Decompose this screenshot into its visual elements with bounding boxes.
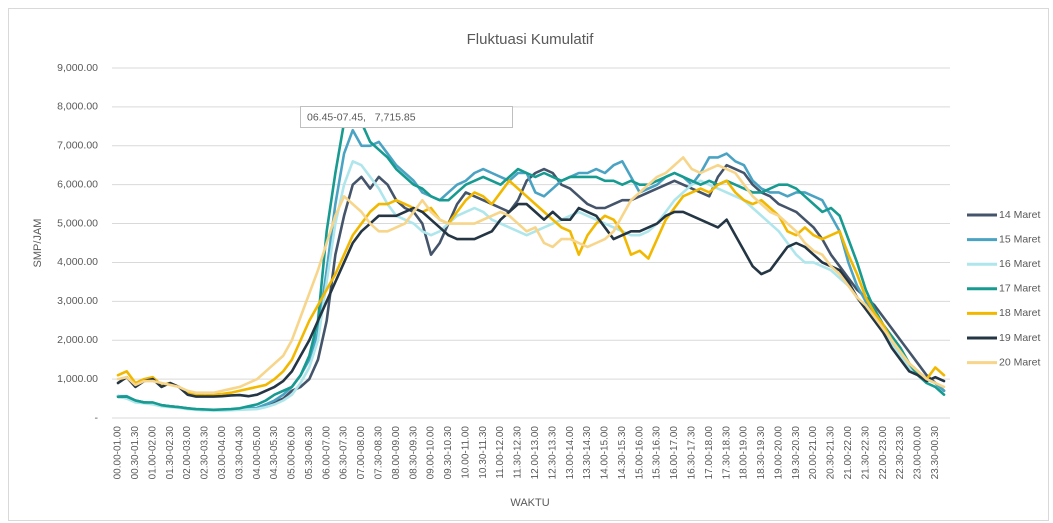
x-tick-label: 07.30-08.30 — [373, 426, 384, 480]
x-tick-label: 04.00-05.00 — [252, 426, 263, 480]
x-tick-label: 17.00-18.00 — [704, 426, 715, 480]
y-tick-label: 1,000.00 — [57, 373, 98, 385]
x-tick-label: 17.30-18.30 — [721, 426, 732, 480]
series-line — [116, 179, 946, 397]
x-tick-label: 19.30-20.30 — [791, 426, 802, 480]
x-tick-label: 12.00-13.00 — [530, 426, 541, 480]
series-line — [116, 202, 946, 398]
y-tick-label: 3,000.00 — [57, 295, 98, 307]
series-line — [116, 156, 946, 395]
x-tick-label: 15.00-16.00 — [634, 426, 645, 480]
y-tick-label: 9,000.00 — [57, 62, 98, 74]
x-tick-label: 22.30-23.30 — [895, 426, 906, 480]
x-tick-label: 08.00-09.00 — [391, 426, 402, 480]
x-tick-label: 15.30-16.30 — [652, 426, 663, 480]
series-line — [116, 116, 946, 412]
legend-label: 20 Maret — [999, 356, 1041, 368]
x-tick-label: 06.30-07.30 — [339, 426, 350, 480]
x-tick-label: 11.30-12.30 — [513, 426, 524, 479]
x-tick-label: 16.30-17.30 — [686, 426, 697, 480]
x-tick-label: 08.30-09.30 — [408, 426, 419, 480]
x-axis-label: WAKTU — [510, 497, 549, 509]
x-tick-label: 03.00-04.00 — [217, 426, 228, 480]
x-tick-label: 04.30-05.30 — [269, 426, 280, 480]
y-tick-label: 2,000.00 — [57, 334, 98, 346]
x-tick-label: 00.30-01.30 — [130, 426, 141, 480]
tooltip-box — [300, 106, 513, 128]
x-tick-label: 09.30-10.30 — [443, 426, 454, 480]
x-tick-label: 01.00-02.00 — [147, 426, 158, 480]
x-tick-label: 02.30-03.30 — [200, 426, 211, 480]
x-tick-label: 03.30-04.30 — [234, 426, 245, 480]
chart-border — [8, 8, 1049, 521]
x-tick-label: 14.00-15.00 — [600, 426, 611, 480]
legend-label: 15 Maret — [999, 233, 1041, 245]
x-tick-label: 05.30-06.30 — [304, 426, 315, 480]
y-tick-label: 5,000.00 — [57, 217, 98, 229]
y-tick-label: 8,000.00 — [57, 101, 98, 113]
y-tick-label: 7,000.00 — [57, 140, 98, 152]
x-tick-label: 01.30-02.30 — [165, 426, 176, 480]
y-axis-label: SMP/JAM — [32, 219, 44, 268]
x-tick-label: 20.30-21.30 — [826, 426, 837, 480]
x-tick-label: 22.00-23.00 — [878, 426, 889, 480]
x-tick-label: 21.00-22.00 — [843, 426, 854, 480]
y-tick-label: 4,000.00 — [57, 256, 98, 268]
x-tick-label: 06.00-07.00 — [321, 426, 332, 480]
tooltip-text: 06.45-07.45, 7,715.85 — [307, 111, 416, 123]
x-tick-label: 09.00-10.00 — [426, 426, 437, 480]
x-tick-label: 12.30-13.30 — [547, 426, 558, 480]
x-tick-label: 13.30-14.30 — [582, 426, 593, 480]
x-tick-label: 00.00-01.00 — [113, 426, 124, 480]
x-tick-label: 02.00-03.00 — [182, 426, 193, 480]
legend-label: 18 Maret — [999, 307, 1041, 319]
series-line — [116, 160, 946, 412]
legend-label: 17 Maret — [999, 283, 1041, 295]
x-tick-label: 14.30-15.30 — [617, 426, 628, 480]
y-tick-label: 6,000.00 — [57, 178, 98, 190]
x-tick-label: 11.00-12.00 — [495, 426, 506, 479]
x-tick-label: 23.00-00.00 — [913, 426, 924, 480]
x-tick-label: 18.00-19.00 — [739, 426, 750, 480]
legend-label: 14 Maret — [999, 209, 1041, 221]
x-tick-label: 23.30-00.30 — [930, 426, 941, 480]
x-tick-label: 05.00-06.00 — [287, 426, 298, 480]
y-tick-label: - — [95, 412, 99, 424]
chart-title: Fluktuasi Kumulatif — [467, 31, 595, 48]
legend-label: 19 Maret — [999, 332, 1041, 344]
legend-label: 16 Maret — [999, 258, 1041, 270]
x-tick-label: 07.00-08.00 — [356, 426, 367, 480]
x-tick-label: 21.30-22.30 — [860, 426, 871, 480]
x-tick-label: 18.30-19.30 — [756, 426, 767, 480]
x-tick-label: 10.00-11.00 — [460, 426, 471, 479]
x-tick-label: 16.00-17.00 — [669, 426, 680, 480]
x-tick-label: 19.00-20.00 — [773, 426, 784, 480]
x-tick-label: 13.00-14.00 — [565, 426, 576, 480]
x-tick-label: 10.30-11.30 — [478, 426, 489, 479]
x-tick-label: 20.00-21.00 — [808, 426, 819, 480]
